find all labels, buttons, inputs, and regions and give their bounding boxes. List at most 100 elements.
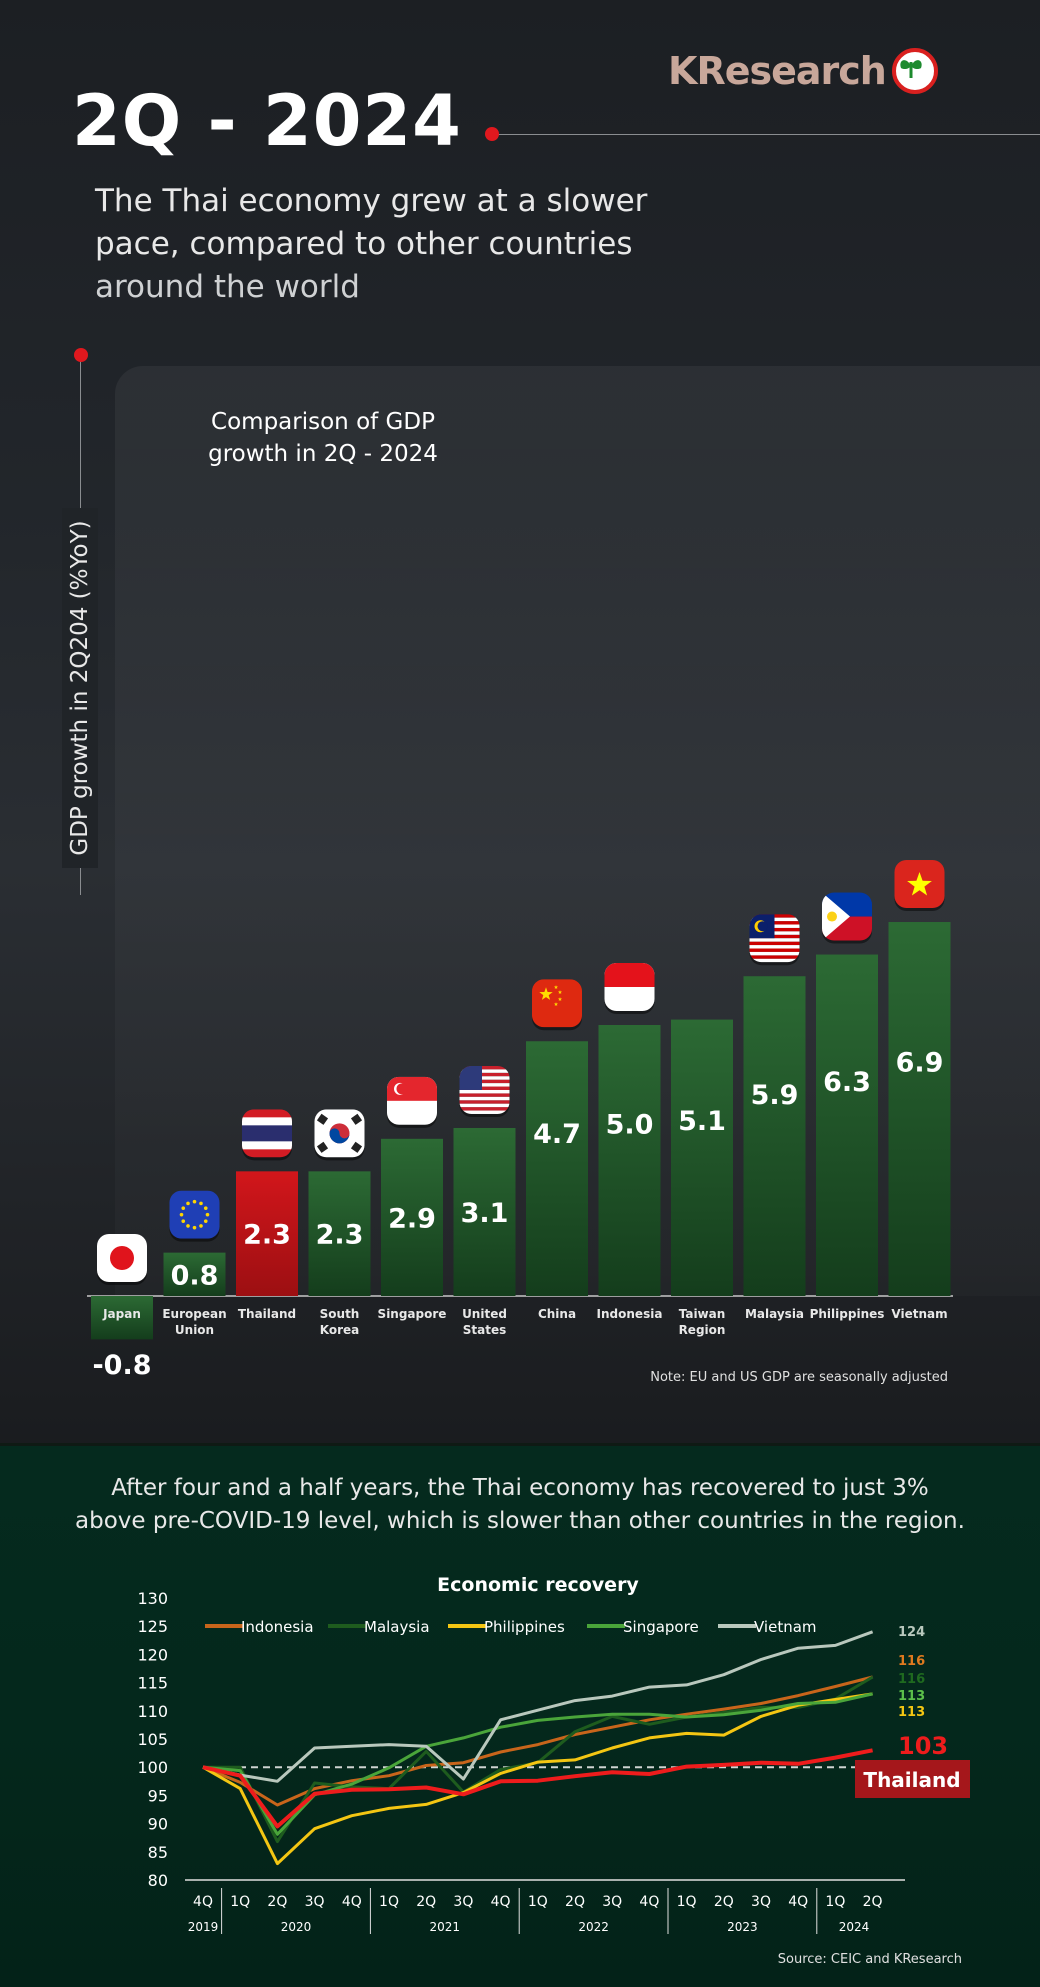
year-group-label: 2020: [281, 1920, 312, 1934]
gdp-chart-title-line-1: Comparison of GDP: [211, 409, 435, 435]
end-label-malaysia: 116: [898, 1672, 925, 1687]
bar-singapore: [381, 1138, 443, 1296]
end-label-singapore: 113: [898, 1689, 925, 1704]
bar-category-label: United: [462, 1307, 507, 1321]
bar-value-label: 5.9: [751, 1080, 799, 1111]
singapore-flag-icon: [387, 1076, 437, 1128]
us-flag-icon: [459, 1065, 510, 1117]
x-tick-label: 2Q: [267, 1894, 287, 1910]
brand-logo: KResearch: [668, 46, 938, 96]
recovery-section: After four and a half years, the Thai ec…: [0, 1443, 1040, 1987]
bar-value-label: 6.3: [823, 1067, 871, 1098]
x-tick-label: 1Q: [230, 1894, 250, 1910]
japan-flag-icon: [97, 1234, 147, 1285]
gdp-section: KResearch 2Q - 2024 The Thai economy gre…: [0, 0, 1040, 1443]
indonesia-flag-icon: [604, 963, 655, 1014]
bar-category-label: Taiwan: [679, 1307, 726, 1321]
y-tick-label: 105: [137, 1730, 168, 1749]
series-line-thailand: [202, 1748, 873, 1829]
y-tick-label: 115: [137, 1674, 168, 1693]
bar-value-label: 2.9: [388, 1203, 436, 1234]
end-label-thailand: 103: [898, 1732, 948, 1760]
red-dot-marker: [485, 127, 499, 141]
source-note: Source: CEIC and KResearch: [777, 1952, 962, 1967]
x-tick-label: 1Q: [677, 1894, 697, 1910]
y-tick-label: 125: [137, 1617, 168, 1636]
legend-label: Vietnam: [754, 1618, 817, 1636]
south-korea-flag-icon: [314, 1109, 365, 1161]
x-tick-label: 1Q: [528, 1894, 548, 1910]
bar-taiwan-region: [671, 1019, 733, 1296]
year-group-label: 2021: [430, 1920, 461, 1934]
y-tick-label: 130: [137, 1589, 168, 1608]
end-label-vietnam: 124: [898, 1625, 925, 1640]
bar-category-label: Union: [175, 1323, 214, 1337]
bar-category-label: China: [538, 1307, 576, 1321]
brand-name: KResearch: [668, 49, 887, 93]
bar-value-label: 2.3: [316, 1220, 364, 1251]
bar-european-union: [163, 1252, 226, 1296]
x-tick-label: 2Q: [714, 1894, 734, 1910]
philippines-flag-icon: [822, 892, 872, 944]
gdp-note: Note: EU and US GDP are seasonally adjus…: [650, 1370, 948, 1385]
bar-category-label: Thailand: [238, 1307, 296, 1321]
thailand-badge-label: Thailand: [863, 1768, 960, 1792]
bar-value-label: 5.1: [678, 1106, 726, 1137]
bar-japan: [91, 1296, 153, 1340]
x-tick-label: 4Q: [193, 1894, 213, 1910]
bar-vietnam: [888, 922, 951, 1296]
recovery-intro-line-1: After four and a half years, the Thai ec…: [111, 1475, 929, 1501]
subtitle-line-2: pace, compared to other countries: [95, 226, 633, 262]
series-line-indonesia: [202, 1675, 873, 1807]
vietnam-flag-icon: [894, 860, 945, 912]
x-tick-label: 1Q: [379, 1894, 399, 1910]
x-tick-label: 4Q: [788, 1894, 808, 1910]
china-flag-icon: [532, 979, 582, 1031]
thailand-badge: Thailand: [855, 1760, 970, 1798]
y-tick-label: 120: [137, 1645, 168, 1664]
bar-category-label: Korea: [320, 1323, 360, 1337]
x-tick-label: 2Q: [416, 1894, 436, 1910]
series-line-vietnam: [202, 1630, 874, 1783]
legend-item-philippines: Philippines: [448, 1618, 565, 1636]
bar-value-label: 6.9: [896, 1048, 944, 1079]
recovery-chart-title: Economic recovery: [437, 1574, 639, 1596]
y-tick-label: 100: [137, 1758, 168, 1777]
x-tick-label: 4Q: [342, 1894, 362, 1910]
bar-category-label: South: [320, 1307, 360, 1321]
bar-category-label: Japan: [102, 1307, 141, 1321]
y-tick-label: 95: [148, 1786, 168, 1805]
thailand-flag-icon: [242, 1109, 292, 1161]
bar-category-label: Malaysia: [745, 1307, 804, 1321]
x-tick-label: 3Q: [751, 1894, 771, 1910]
page-title: 2Q - 2024: [72, 80, 462, 162]
legend-item-malaysia: Malaysia: [328, 1618, 430, 1636]
year-group-label: 2022: [578, 1920, 609, 1934]
end-label-philippines: 113: [898, 1705, 925, 1720]
bar-value-label: 5.0: [606, 1109, 654, 1140]
recovery-line-chart: Economic recovery 80 85 90 95 100 105 110 115 12…: [137, 1574, 970, 1934]
x-tick-label: 4Q: [491, 1894, 511, 1910]
y-tick-label: 90: [148, 1815, 168, 1834]
bar-value-label: 0.8: [171, 1260, 219, 1291]
recovery-intro-line-2: above pre-COVID-19 level, which is slowe…: [75, 1508, 965, 1534]
bar-philippines: [816, 954, 878, 1296]
bar-value-label: -0.8: [92, 1350, 151, 1381]
x-tick-label: 2Q: [565, 1894, 585, 1910]
bar-indonesia: [598, 1025, 661, 1296]
bar-category-label: Region: [679, 1323, 726, 1337]
legend-label: Malaysia: [364, 1618, 430, 1636]
bar-category-label: European: [162, 1307, 226, 1321]
gdp-chart-title: Comparison of GDP growth in 2Q - 2024: [168, 406, 478, 470]
bar-south-korea: [308, 1171, 371, 1296]
subtitle-line-3: around the world: [95, 269, 360, 305]
bar-china: [526, 1041, 588, 1296]
year-group-label: 2019: [188, 1920, 219, 1934]
legend-label: Singapore: [623, 1618, 699, 1636]
bar-category-label: Singapore: [378, 1307, 447, 1321]
gdp-bar-chart: -0.8 Japan 0.8 European Union 2.3 Thailand 2.3 S…: [87, 860, 953, 1381]
bar-value-label: 3.1: [461, 1198, 509, 1229]
x-tick-label: 3Q: [453, 1894, 473, 1910]
bar-category-label: Philippines: [810, 1307, 885, 1321]
